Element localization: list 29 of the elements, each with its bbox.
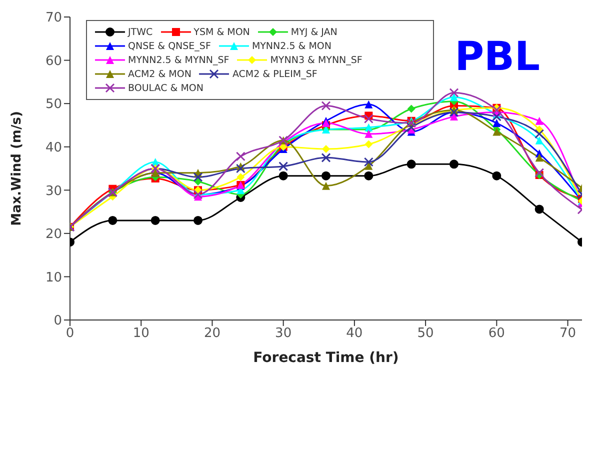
- legend-label: MYNN3 & MYNN_SF: [270, 54, 362, 66]
- x-tick-label: 30: [275, 326, 292, 342]
- legend-label: MYJ & JAN: [290, 26, 338, 38]
- text: PBL: [454, 34, 540, 80]
- y-tick-label: 30: [45, 184, 62, 199]
- legend-label: YSM & MON: [194, 26, 250, 38]
- legend-label: BOULAC & MON: [128, 82, 204, 94]
- x-tick-label: 50: [417, 326, 434, 342]
- y-tick-label: 70: [45, 10, 62, 26]
- y-axis-title: Max.Wind (m/s): [10, 111, 25, 226]
- legend-label: MYNN2.5 & MON: [252, 40, 332, 52]
- x-tick-label: 70: [560, 326, 576, 342]
- legend-label: MYNN2.5 & MYNN_SF: [128, 54, 230, 66]
- legend-label: ACM2 & PLEIM_SF: [232, 68, 318, 80]
- x-tick-label: 40: [346, 326, 363, 342]
- legend-label: QNSE & QNSE_SF: [128, 40, 211, 52]
- x-tick-label: 0: [66, 326, 74, 342]
- y-tick-label: 40: [45, 140, 62, 156]
- x-tick-label: 60: [488, 326, 505, 342]
- y-tick-label: 60: [45, 54, 62, 69]
- x-tick-label: 20: [204, 326, 220, 342]
- legend-label: ACM2 & MON: [128, 68, 192, 80]
- y-tick-label: 20: [45, 227, 62, 242]
- y-tick-label: 50: [45, 97, 62, 112]
- x-axis-title: Forecast Time (hr): [253, 350, 399, 366]
- y-tick-label: 10: [45, 270, 62, 286]
- x-tick-label: 10: [132, 326, 150, 342]
- y-tick-label: 0: [54, 314, 62, 329]
- legend-label: JTWC: [128, 26, 153, 38]
